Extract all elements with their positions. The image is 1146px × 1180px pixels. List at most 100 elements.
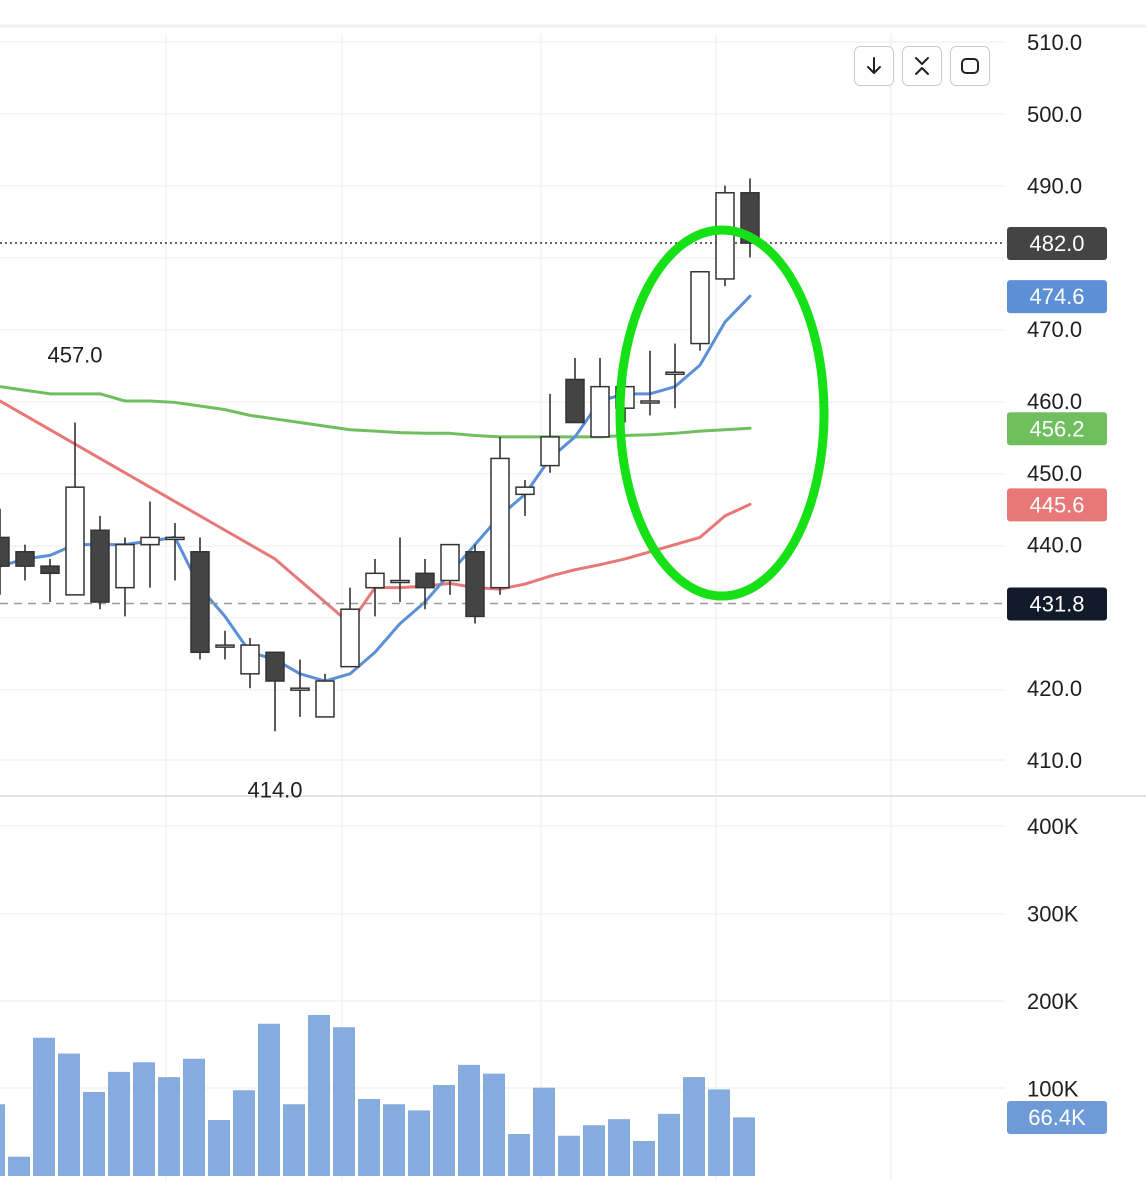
- price-badge-text: 445.6: [1029, 492, 1084, 517]
- volume-bar: [308, 1015, 330, 1176]
- candle-body: [490, 457, 510, 589]
- scroll-to-latest-button[interactable]: [854, 46, 894, 86]
- price-axis-tick: 440.0: [1027, 533, 1082, 558]
- volume-bar: [283, 1104, 305, 1176]
- volume-badge: [1007, 1101, 1107, 1134]
- volume-bar: [708, 1089, 730, 1176]
- candle-body: [165, 536, 185, 541]
- price-axis-tick: 510.0: [1027, 30, 1082, 55]
- volume-bar: [158, 1077, 180, 1176]
- price-axis-tick: 500.0: [1027, 102, 1082, 127]
- price-axis-tick: 470.0: [1027, 317, 1082, 342]
- volume-bar: [608, 1119, 630, 1176]
- volume-badge-text: 66.4K: [1028, 1105, 1086, 1130]
- volume-bar: [58, 1053, 80, 1176]
- volume-bar: [8, 1156, 30, 1176]
- candle-body: [540, 436, 560, 467]
- candle-body: [390, 579, 410, 584]
- candle-body: [665, 371, 685, 376]
- collapse-chevrons-icon: [915, 57, 929, 75]
- volume-bar: [208, 1120, 230, 1176]
- volume-bar: [183, 1058, 205, 1176]
- volume-bar: [458, 1064, 480, 1176]
- ma-short-line: [0, 294, 752, 683]
- candle-body: [15, 551, 35, 567]
- candle-body: [340, 608, 360, 668]
- collapse-button[interactable]: [902, 46, 942, 86]
- grid-lines: [0, 24, 1146, 1180]
- price-badges: 482.0 474.6 456.2 445.6 431.8 66.4K: [1007, 227, 1107, 1134]
- volume-bar: [508, 1134, 530, 1176]
- peak-annotations: 457.0 414.0: [47, 343, 302, 803]
- price-badge-text: 431.8: [1029, 591, 1084, 616]
- volume-bar: [33, 1037, 55, 1176]
- fullscreen-button[interactable]: [950, 46, 990, 86]
- price-badge-text: 456.2: [1029, 416, 1084, 441]
- price-axis[interactable]: 510.0 500.0 490.0 470.0 460.0 450.0 440.0 420.0…: [1027, 30, 1082, 773]
- candle-body: [115, 543, 135, 589]
- candle-body: [590, 385, 610, 438]
- volume-bar: [483, 1073, 505, 1176]
- volume-bar: [108, 1071, 130, 1176]
- price-badge: [1007, 587, 1107, 621]
- volume-bar: [658, 1113, 680, 1176]
- moving-average-lines: [0, 294, 752, 683]
- candle-body: [315, 680, 335, 718]
- price-axis-tick: 490.0: [1027, 174, 1082, 199]
- volume-axis-tick: 100K: [1027, 1077, 1079, 1102]
- volume-bars: [0, 1015, 755, 1176]
- volume-bar: [733, 1117, 755, 1176]
- candle-body: [40, 565, 60, 575]
- candle-body: [690, 271, 710, 345]
- chart-toolbar: [854, 46, 990, 88]
- candle-body: [0, 536, 10, 567]
- volume-bar: [558, 1135, 580, 1176]
- price-axis-tick: 420.0: [1027, 676, 1082, 701]
- volume-bar: [408, 1110, 430, 1176]
- candle-body: [215, 644, 235, 648]
- volume-bar: [133, 1062, 155, 1176]
- volume-axis[interactable]: 400K 300K 200K 100K: [1027, 814, 1079, 1102]
- volume-bar: [358, 1099, 380, 1176]
- volume-bar: [533, 1087, 555, 1176]
- volume-bar: [433, 1085, 455, 1176]
- candle-body: [290, 687, 310, 691]
- low-annotation: 414.0: [247, 777, 302, 802]
- volume-axis-tick: 300K: [1027, 902, 1079, 927]
- candle-body: [565, 378, 585, 424]
- volume-axis-tick: 400K: [1027, 814, 1079, 839]
- volume-bar: [633, 1141, 655, 1176]
- candle-body: [440, 543, 460, 582]
- price-badge: [1007, 488, 1107, 522]
- high-annotation: 457.0: [47, 343, 102, 368]
- price-axis-tick: 450.0: [1027, 461, 1082, 486]
- volume-bar: [333, 1027, 355, 1176]
- volume-bar: [683, 1077, 705, 1176]
- candle-body: [265, 651, 285, 682]
- highlight-ellipse: [615, 225, 829, 601]
- volume-bar: [83, 1092, 105, 1176]
- arrow-down-icon: [867, 57, 881, 74]
- candlesticks: [0, 178, 760, 732]
- candle-body: [715, 192, 735, 280]
- candle-body: [190, 551, 210, 654]
- candle-body: [515, 486, 535, 496]
- candle-body: [90, 529, 110, 603]
- price-badge-text: 482.0: [1029, 231, 1084, 256]
- candle-body: [465, 551, 485, 618]
- price-axis-tick: 460.0: [1027, 389, 1082, 414]
- fullscreen-frame-icon: [961, 58, 979, 74]
- price-axis-tick: 410.0: [1027, 748, 1082, 773]
- candle-body: [240, 644, 260, 675]
- volume-bar: [583, 1125, 605, 1176]
- volume-bar: [383, 1104, 405, 1176]
- candle-body: [415, 572, 435, 589]
- candle-body: [65, 486, 85, 596]
- price-badge: [1007, 280, 1107, 314]
- volume-bar: [233, 1090, 255, 1176]
- price-badge-text: 474.6: [1029, 284, 1084, 309]
- highlight-ellipse-shape: [615, 225, 829, 601]
- price-badge: [1007, 227, 1107, 261]
- candle-body: [365, 572, 385, 589]
